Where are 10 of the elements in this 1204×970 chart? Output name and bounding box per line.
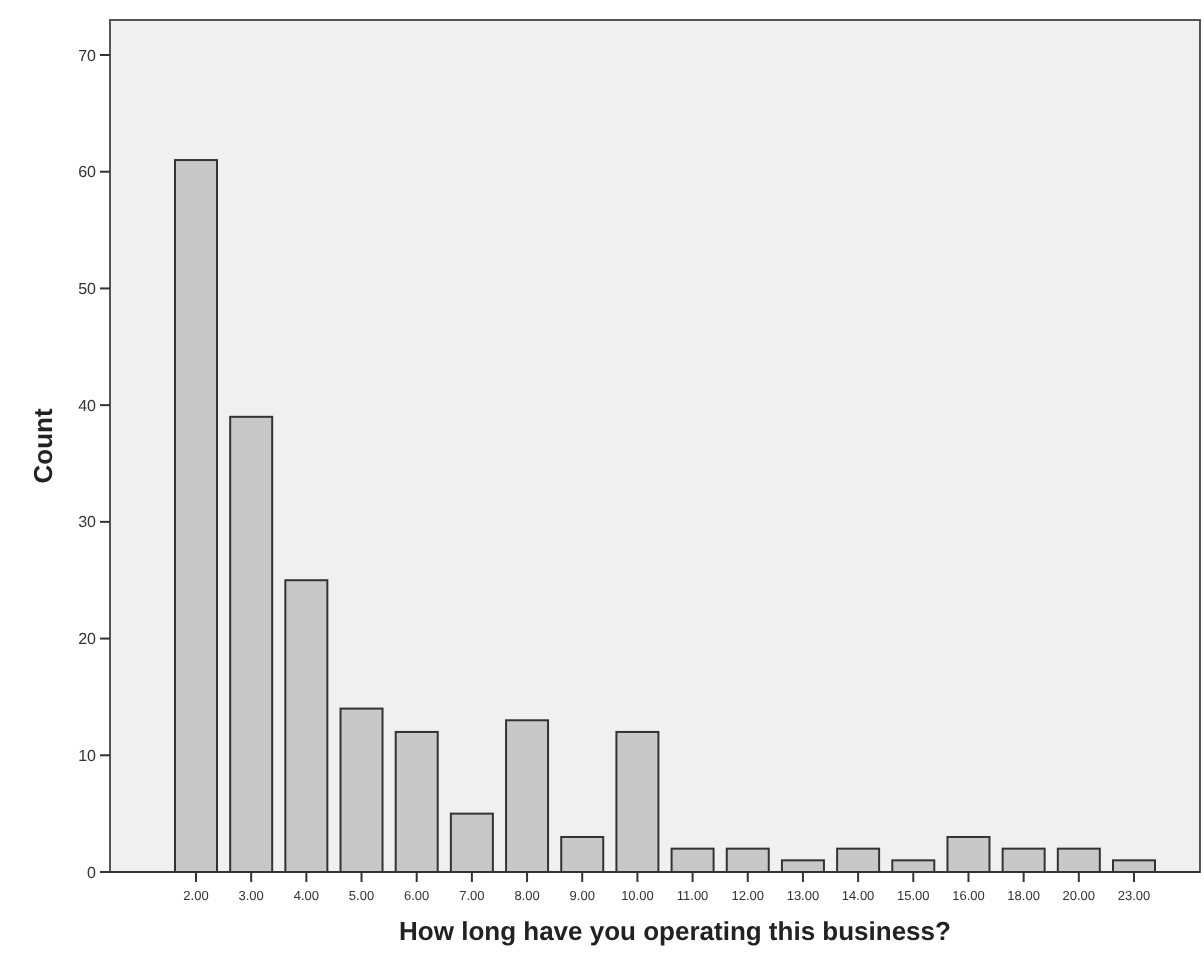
- y-tick-label: 30: [78, 513, 98, 532]
- y-tick-label: 0: [87, 863, 98, 882]
- y-tick-label: 50: [78, 280, 98, 299]
- x-axis-title: How long have you operating this business?: [399, 916, 952, 946]
- y-tick-label: 40: [78, 396, 98, 415]
- y-tick-label: 70: [78, 46, 98, 65]
- y-tick-label: 10: [78, 746, 98, 765]
- y-axis-title: Count: [28, 407, 58, 484]
- y-tick-label: 20: [78, 630, 98, 649]
- y-tick-label: 60: [78, 163, 98, 182]
